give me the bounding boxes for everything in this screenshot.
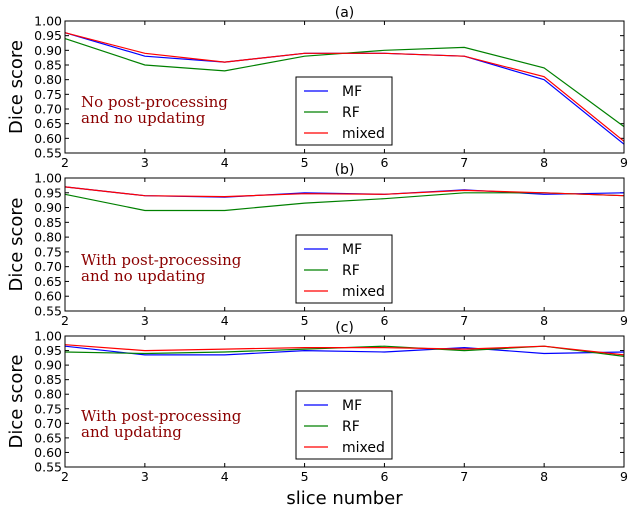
legend-label: mixed [342,126,385,142]
y-tick-label: 0.70 [34,102,62,117]
x-tick-label: 9 [620,313,628,328]
y-axis-label: Dice score [6,40,27,134]
x-tick-label: 6 [380,155,388,170]
y-axis-label: Dice score [6,355,27,449]
panel-annotation: With post-processing [81,407,242,425]
y-axis-label: Dice score [6,198,27,292]
y-tick-label: 0.80 [34,387,62,402]
y-tick-label: 0.65 [34,274,62,289]
y-tick-label: 1.00 [34,14,62,29]
series-line-mixed [64,344,625,356]
y-tick-label: 0.80 [34,230,62,245]
x-tick-label: 9 [620,155,628,170]
x-tick-label: 3 [141,155,149,170]
x-tick-label: 4 [221,313,229,328]
legend-box [295,390,393,460]
y-tick-label: 0.60 [34,289,62,304]
x-tick-label: 5 [301,469,309,484]
series-line-mixed [64,32,625,142]
legend: MF RF mixed [295,76,393,146]
panel-2: (b) Dice score 0.550.600.650.700.750.800.8… [6,162,628,328]
x-tick-label: 7 [460,469,468,484]
y-tick-label: 0.65 [34,116,62,131]
panel-title: (b) [335,162,355,178]
x-tick-label: 4 [221,155,229,170]
legend-label: RF [342,105,360,121]
legend-label: RF [342,419,360,435]
y-tick-label: 0.75 [34,244,62,259]
y-tick-label: 1.00 [34,329,62,344]
x-tick-label: 5 [301,155,309,170]
x-tick-label: 6 [380,313,388,328]
y-tick-label: 0.75 [34,401,62,416]
panel-annotation: With post-processing [81,251,242,269]
legend-box [295,234,393,304]
y-tick-label: 0.90 [34,43,62,58]
legend-label: MF [342,398,362,414]
x-axis-label: slice number [286,488,403,509]
x-tick-label: 2 [61,313,69,328]
x-tick-label: 8 [540,313,548,328]
legend: MF RF mixed [295,390,393,460]
x-tick-label: 7 [460,313,468,328]
panel-title: (c) [335,320,354,336]
panel-3: (c) Dice score 0.550.600.650.700.750.800.8… [6,320,628,509]
y-tick-label: 0.55 [34,460,62,475]
x-tick-label: 8 [540,155,548,170]
x-tick-label: 2 [61,155,69,170]
y-tick-label: 1.00 [34,171,62,186]
y-tick-label: 0.95 [34,185,62,200]
y-tick-label: 0.60 [34,131,62,146]
legend-label: MF [342,242,362,258]
y-tick-label: 0.90 [34,200,62,215]
plot-frame [64,177,625,312]
y-tick-label: 0.95 [34,28,62,43]
x-tick-label: 6 [380,469,388,484]
x-tick-label: 2 [61,469,69,484]
legend-label: mixed [342,284,385,300]
x-tick-label: 8 [540,469,548,484]
panel-annotation: and no updating [81,267,206,285]
legend-box [295,76,393,146]
plot-frame [64,20,625,154]
series-line-mixed [64,186,625,198]
panel-title: (a) [335,5,355,21]
legend-label: RF [342,263,360,279]
y-tick-label: 0.85 [34,372,62,387]
y-tick-label: 0.55 [34,146,62,161]
y-tick-label: 0.60 [34,445,62,460]
y-tick-label: 0.55 [34,304,62,319]
x-tick-label: 4 [221,469,229,484]
plot-frame [64,335,625,468]
legend-label: MF [342,84,362,100]
x-tick-label: 7 [460,155,468,170]
panel-1: (a) Dice score 0.550.600.650.700.750.800.8… [6,5,628,170]
panel-annotation: and updating [81,423,182,441]
y-tick-label: 0.75 [34,87,62,102]
y-tick-label: 0.70 [34,416,62,431]
x-tick-label: 3 [141,313,149,328]
legend-label: mixed [342,440,385,456]
series-line-mf [64,345,625,356]
panel-annotation: and no updating [81,109,206,127]
y-tick-label: 0.95 [34,343,62,358]
y-tick-label: 0.70 [34,259,62,274]
panel-annotation: No post-processing [81,93,228,111]
legend: MF RF mixed [295,234,393,304]
y-tick-label: 0.85 [34,58,62,73]
y-tick-label: 0.80 [34,72,62,87]
y-tick-label: 0.90 [34,358,62,373]
x-tick-label: 3 [141,469,149,484]
y-tick-label: 0.65 [34,430,62,445]
x-tick-label: 9 [620,469,628,484]
x-tick-label: 5 [301,313,309,328]
y-tick-label: 0.85 [34,215,62,230]
